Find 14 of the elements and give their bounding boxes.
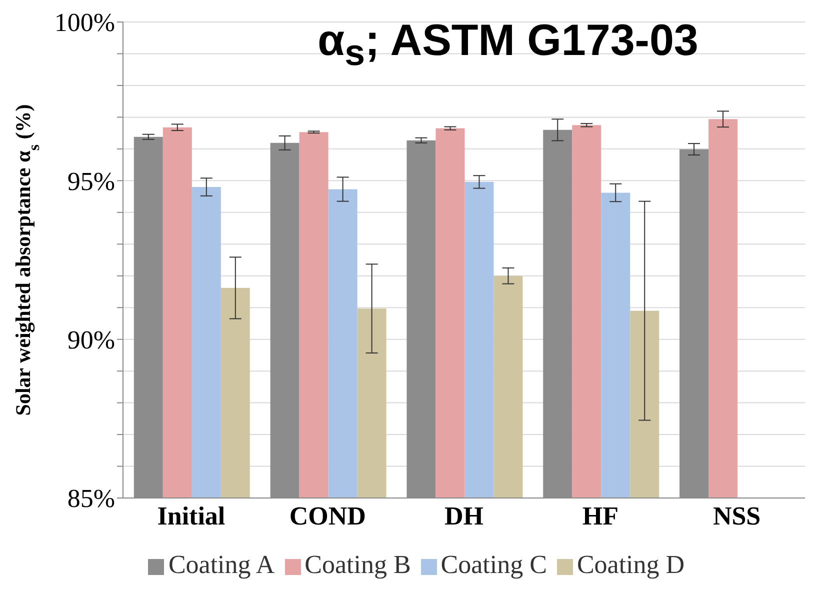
y-tick-label: 85% — [67, 484, 115, 514]
legend-label: Coating B — [304, 550, 411, 579]
legend-label: Coating A — [168, 550, 275, 579]
legend-label: Coating C — [440, 550, 547, 579]
x-tick-label: COND — [289, 501, 366, 530]
legend-label: Coating D — [576, 550, 685, 579]
y-tick-label: 95% — [67, 166, 115, 196]
x-tick-label: NSS — [712, 501, 761, 530]
chart-title: α$_{s}$; ASTM G173-03 — [316, 16, 700, 74]
x-tick-label: HF — [582, 501, 618, 530]
x-tick-label: Initial — [157, 501, 226, 530]
x-tick-label: DH — [444, 501, 484, 530]
y-tick-label: 90% — [67, 326, 115, 355]
y-tick-label: 100% — [54, 8, 115, 38]
